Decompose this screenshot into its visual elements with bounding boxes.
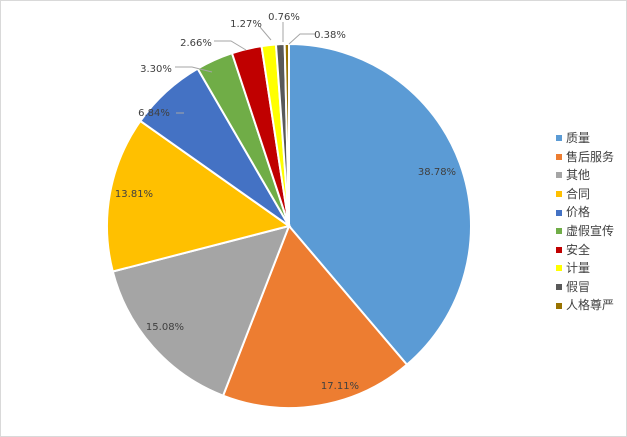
legend-item: 质量: [556, 129, 614, 148]
leader-line-7: [214, 40, 247, 51]
data-label-7: 2.66%: [180, 38, 212, 49]
leader-line-6: [175, 66, 213, 73]
legend-label: 其他: [566, 168, 591, 183]
legend-swatch: [556, 209, 562, 216]
legend-item: 人格尊严: [556, 296, 614, 315]
legend-item: 假冒: [556, 278, 614, 297]
legend-label: 安全: [566, 242, 591, 257]
data-label-1: 38.78%: [418, 167, 456, 178]
legend-label: 人格尊严: [566, 298, 615, 313]
data-label-4: 13.81%: [115, 189, 153, 200]
data-label-2: 17.11%: [321, 381, 359, 392]
legend-swatch: [556, 135, 562, 142]
leader-line-10: [288, 33, 316, 45]
pie-slice-1: [288, 42, 472, 367]
leader-line-8: [259, 26, 272, 41]
data-label-9: 0.76%: [268, 12, 300, 23]
pie-slice-3: [111, 224, 291, 397]
legend-item: 售后服务: [556, 148, 614, 167]
legend-item: 价格: [556, 203, 614, 222]
data-label-6: 3.30%: [140, 64, 172, 75]
legend-label: 假冒: [566, 279, 591, 294]
legend-label: 虚假宣传: [566, 223, 615, 238]
legend-swatch: [556, 153, 562, 160]
legend-swatch: [556, 228, 562, 235]
legend-swatch: [556, 265, 562, 272]
chart-legend: 质量售后服务其他合同价格虚假宣传安全计量假冒人格尊严: [556, 129, 614, 315]
data-label-8: 1.27%: [230, 19, 262, 30]
legend-swatch: [556, 284, 562, 291]
legend-item: 安全: [556, 241, 614, 260]
legend-label: 计量: [566, 261, 591, 276]
legend-label: 合同: [566, 186, 591, 201]
legend-label: 价格: [566, 205, 591, 220]
legend-item: 其他: [556, 166, 614, 185]
pie-slice-2: [221, 224, 409, 409]
legend-item: 合同: [556, 185, 614, 204]
legend-swatch: [556, 172, 562, 179]
data-label-3: 15.08%: [146, 322, 184, 333]
legend-swatch: [556, 191, 562, 198]
legend-label: 质量: [566, 131, 591, 145]
legend-swatch: [556, 246, 562, 253]
data-label-5: 6.84%: [138, 108, 170, 119]
legend-swatch: [556, 302, 562, 309]
legend-item: 计量: [556, 259, 614, 278]
pie-slice-10: [283, 42, 290, 227]
legend-label: 售后服务: [566, 149, 615, 164]
pie-slice-4: [106, 119, 292, 273]
legend-item: 虚假宣传: [556, 222, 614, 241]
data-label-10: 0.38%: [314, 30, 346, 41]
